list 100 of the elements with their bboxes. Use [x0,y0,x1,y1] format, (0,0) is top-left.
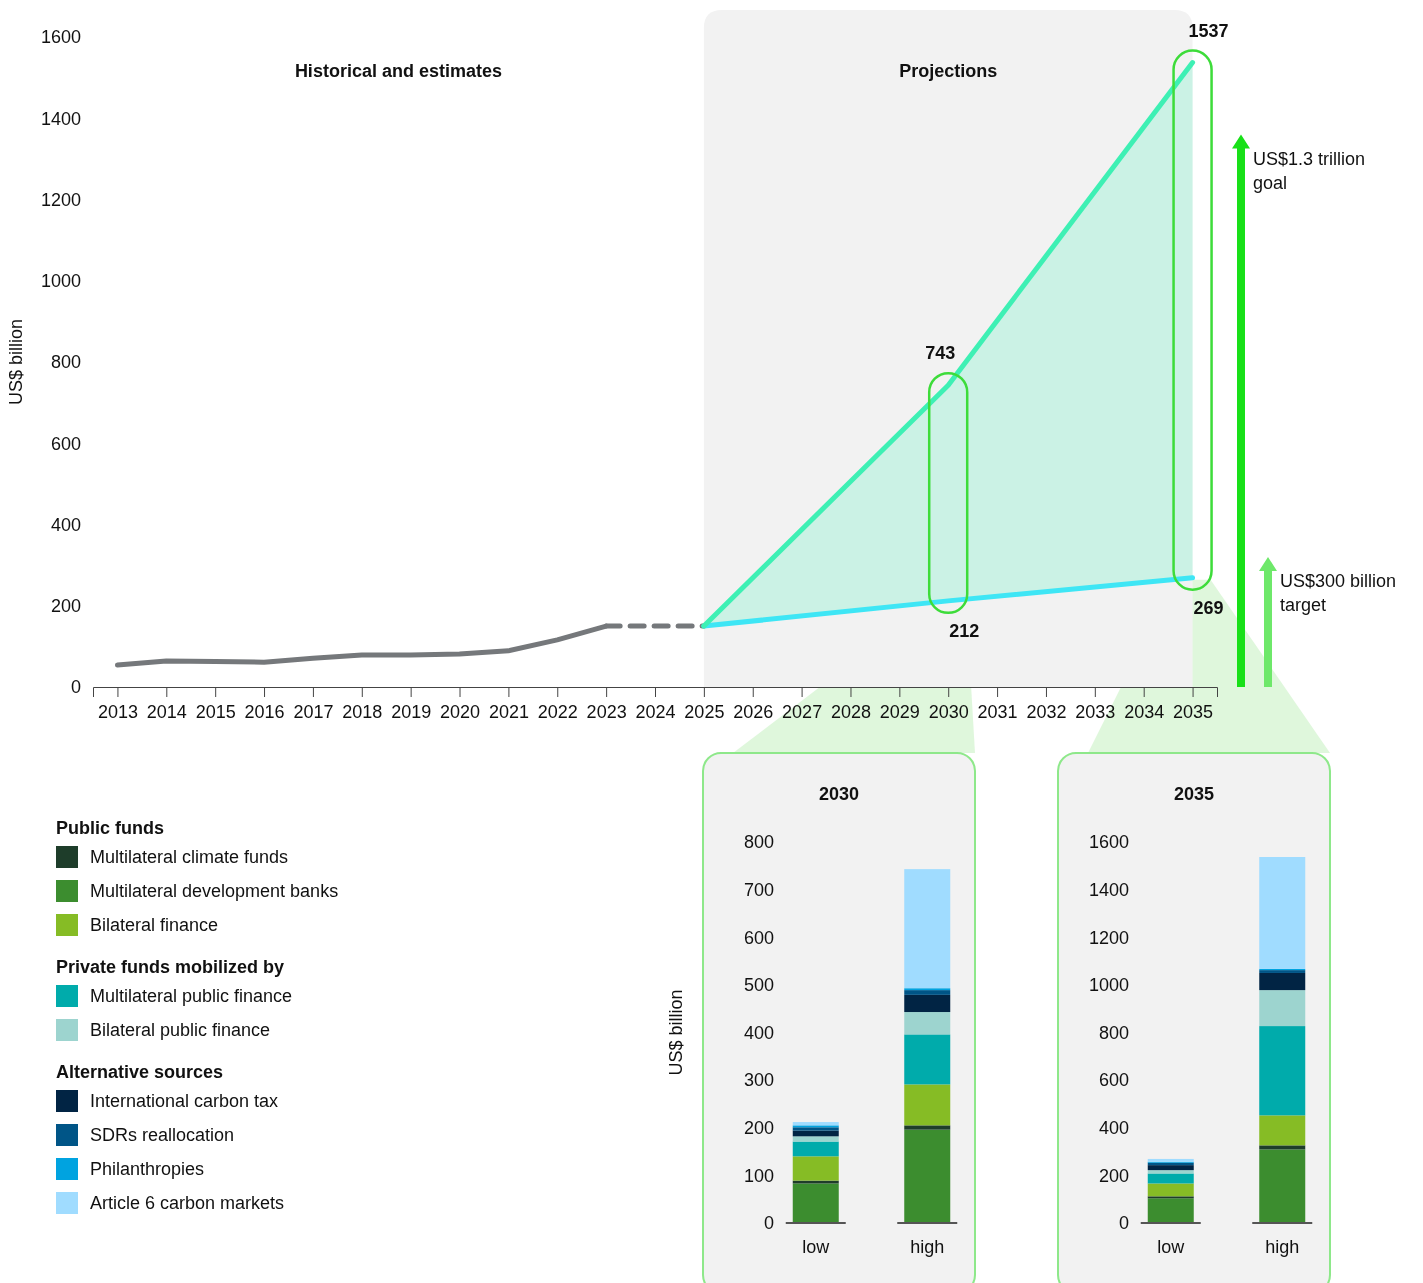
y-tick-label: 700 [743,879,774,900]
bar [1259,857,1306,969]
bar [904,1129,951,1224]
x-tick-label: 2027 [782,701,823,722]
x-tick-label: 2017 [293,701,334,722]
y-tick-label: 0 [763,1213,774,1234]
y-tick-label: 1400 [1088,879,1129,900]
y-axis-title: US$ billion [6,318,26,406]
y-tick-label: 400 [743,1022,774,1043]
x-tick-label: 2033 [1075,701,1116,722]
bar [792,1183,839,1223]
y-tick-label: 600 [50,433,81,454]
bar [1259,1115,1306,1146]
y-tick-label: 0 [70,677,81,698]
data-label: 743 [925,343,956,364]
x-tick-label: 2019 [391,701,432,722]
x-tick-label: 2023 [586,701,627,722]
annotation: Historical and estimates [294,61,502,81]
bar [792,1156,839,1181]
data-label: 212 [949,620,980,641]
legend-label: Bilateral finance [90,915,219,935]
y-tick-label: 500 [743,975,774,996]
bar [1259,1026,1306,1116]
y-tick-label: 1000 [1088,975,1129,996]
x-tick-label: 2022 [537,701,578,722]
y-tick-label: 300 [743,1070,774,1091]
y-tick-label: 0 [1118,1213,1129,1234]
y-tick-label: 800 [743,832,774,853]
bar [792,1141,839,1157]
y-tick-label: 100 [743,1165,774,1186]
y-tick-label: 1600 [1088,832,1129,853]
y-tick-label: 400 [1098,1118,1129,1139]
legend-label: Multilateral climate funds [90,847,289,867]
x-tick-label: 2016 [244,701,285,722]
bar [1147,1170,1194,1174]
x-tick-label: 2013 [97,701,138,722]
bar [1259,1149,1306,1223]
x-tick-label: 2030 [928,701,969,722]
bar [1259,990,1306,1027]
bar [1259,972,1306,991]
x-tick-label: 2031 [977,701,1018,722]
data-label: 269 [1193,597,1224,618]
bar [1147,1165,1194,1171]
y-tick-label: 200 [1098,1165,1129,1186]
y-tick-label: 600 [1098,1070,1129,1091]
legend-label: International carbon tax [90,1091,279,1111]
x-tick-label: 2034 [1124,701,1165,722]
chart-title: 2030 [818,784,860,804]
bar [904,994,951,1013]
x-tick-label: 2015 [195,701,236,722]
y-tick-label: 800 [50,352,81,373]
x-tick-label: 2021 [488,701,529,722]
text: Private funds mobilized by [56,957,285,977]
y-tick-label: 1400 [40,108,81,129]
chart-title: 2035 [1173,784,1215,804]
bar [1259,1145,1306,1150]
x-tick-label: low [802,1237,831,1257]
x-tick-label: 2020 [440,701,481,722]
x-tick-label: high [910,1237,945,1257]
x-tick-label: 2028 [830,701,871,722]
text: US$300 billion target [1280,571,1397,615]
band-label: Projections [899,61,998,81]
x-tick-label: 2024 [635,701,676,722]
y-tick-label: 1000 [40,271,81,292]
y-tick-label: 1600 [40,27,81,48]
bar [1147,1183,1194,1197]
x-tick-label: 2029 [879,701,920,722]
text: US$1.3 trillion goal [1253,148,1366,193]
y-tick-label: 600 [743,927,774,948]
legend-label: Bilateral public finance [90,1020,271,1040]
y-tick-label: 400 [50,514,81,535]
x-tick-label: 2018 [342,701,383,722]
legend-label: SDRs reallocation [90,1125,235,1145]
bar [904,1034,951,1085]
legend-label: Article 6 carbon markets [90,1193,285,1213]
x-tick-label: 2032 [1026,701,1067,722]
x-tick-label: 2026 [733,701,774,722]
x-tick-label: 2025 [684,701,725,722]
y-tick-label: 200 [50,596,81,617]
bar [904,1084,951,1126]
y-tick-label: 200 [743,1118,774,1139]
bar [1147,1198,1194,1223]
bar [904,990,951,995]
x-tick-label: 2014 [146,701,187,722]
x-tick-label: 2035 [1173,701,1214,722]
legend-label: Multilateral development banks [90,881,339,901]
x-tick-label: low [1157,1237,1186,1257]
y-tick-label: 1200 [40,189,81,210]
y-tick-label: 800 [1098,1022,1129,1043]
bar [904,1012,951,1035]
legend-label: Multilateral public finance [90,986,293,1006]
text: Public funds [56,818,164,838]
data-label: 1537 [1188,20,1229,41]
text: Alternative sources [56,1062,224,1082]
y-axis-title: US$ billion [666,989,686,1076]
bar [904,1125,951,1130]
y-tick-label: 1200 [1088,927,1129,948]
bar [904,869,951,989]
bar [792,1136,839,1142]
x-tick-label: high [1265,1237,1300,1257]
